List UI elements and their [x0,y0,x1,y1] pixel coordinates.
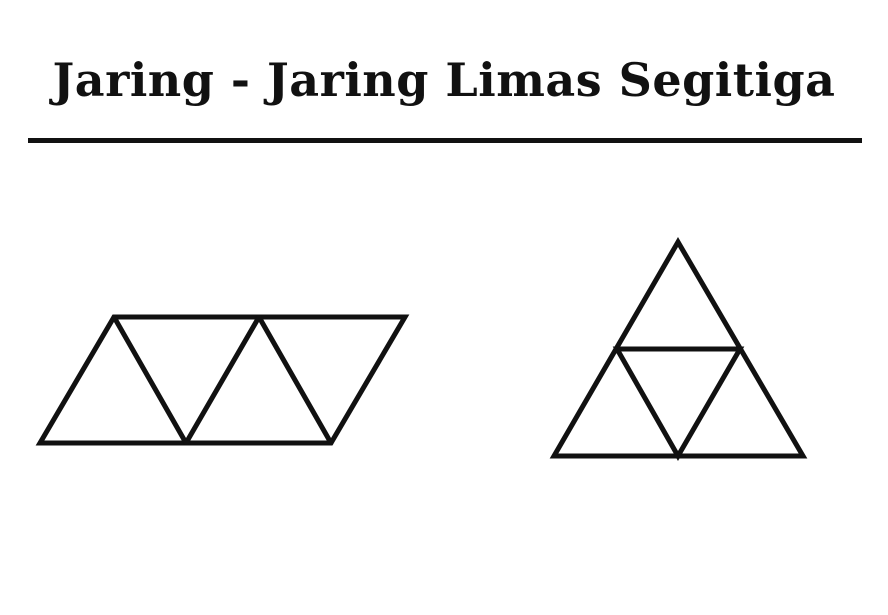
title-divider [28,138,862,143]
page-title: Jaring - Jaring Limas Segitiga [52,53,836,107]
net-strip-outline [35,314,410,446]
net-strip-edge-3 [256,314,334,446]
net-triangle-inner [612,346,745,462]
net-strip-edge-2 [183,314,262,446]
net-strip-edge-1 [111,314,189,446]
